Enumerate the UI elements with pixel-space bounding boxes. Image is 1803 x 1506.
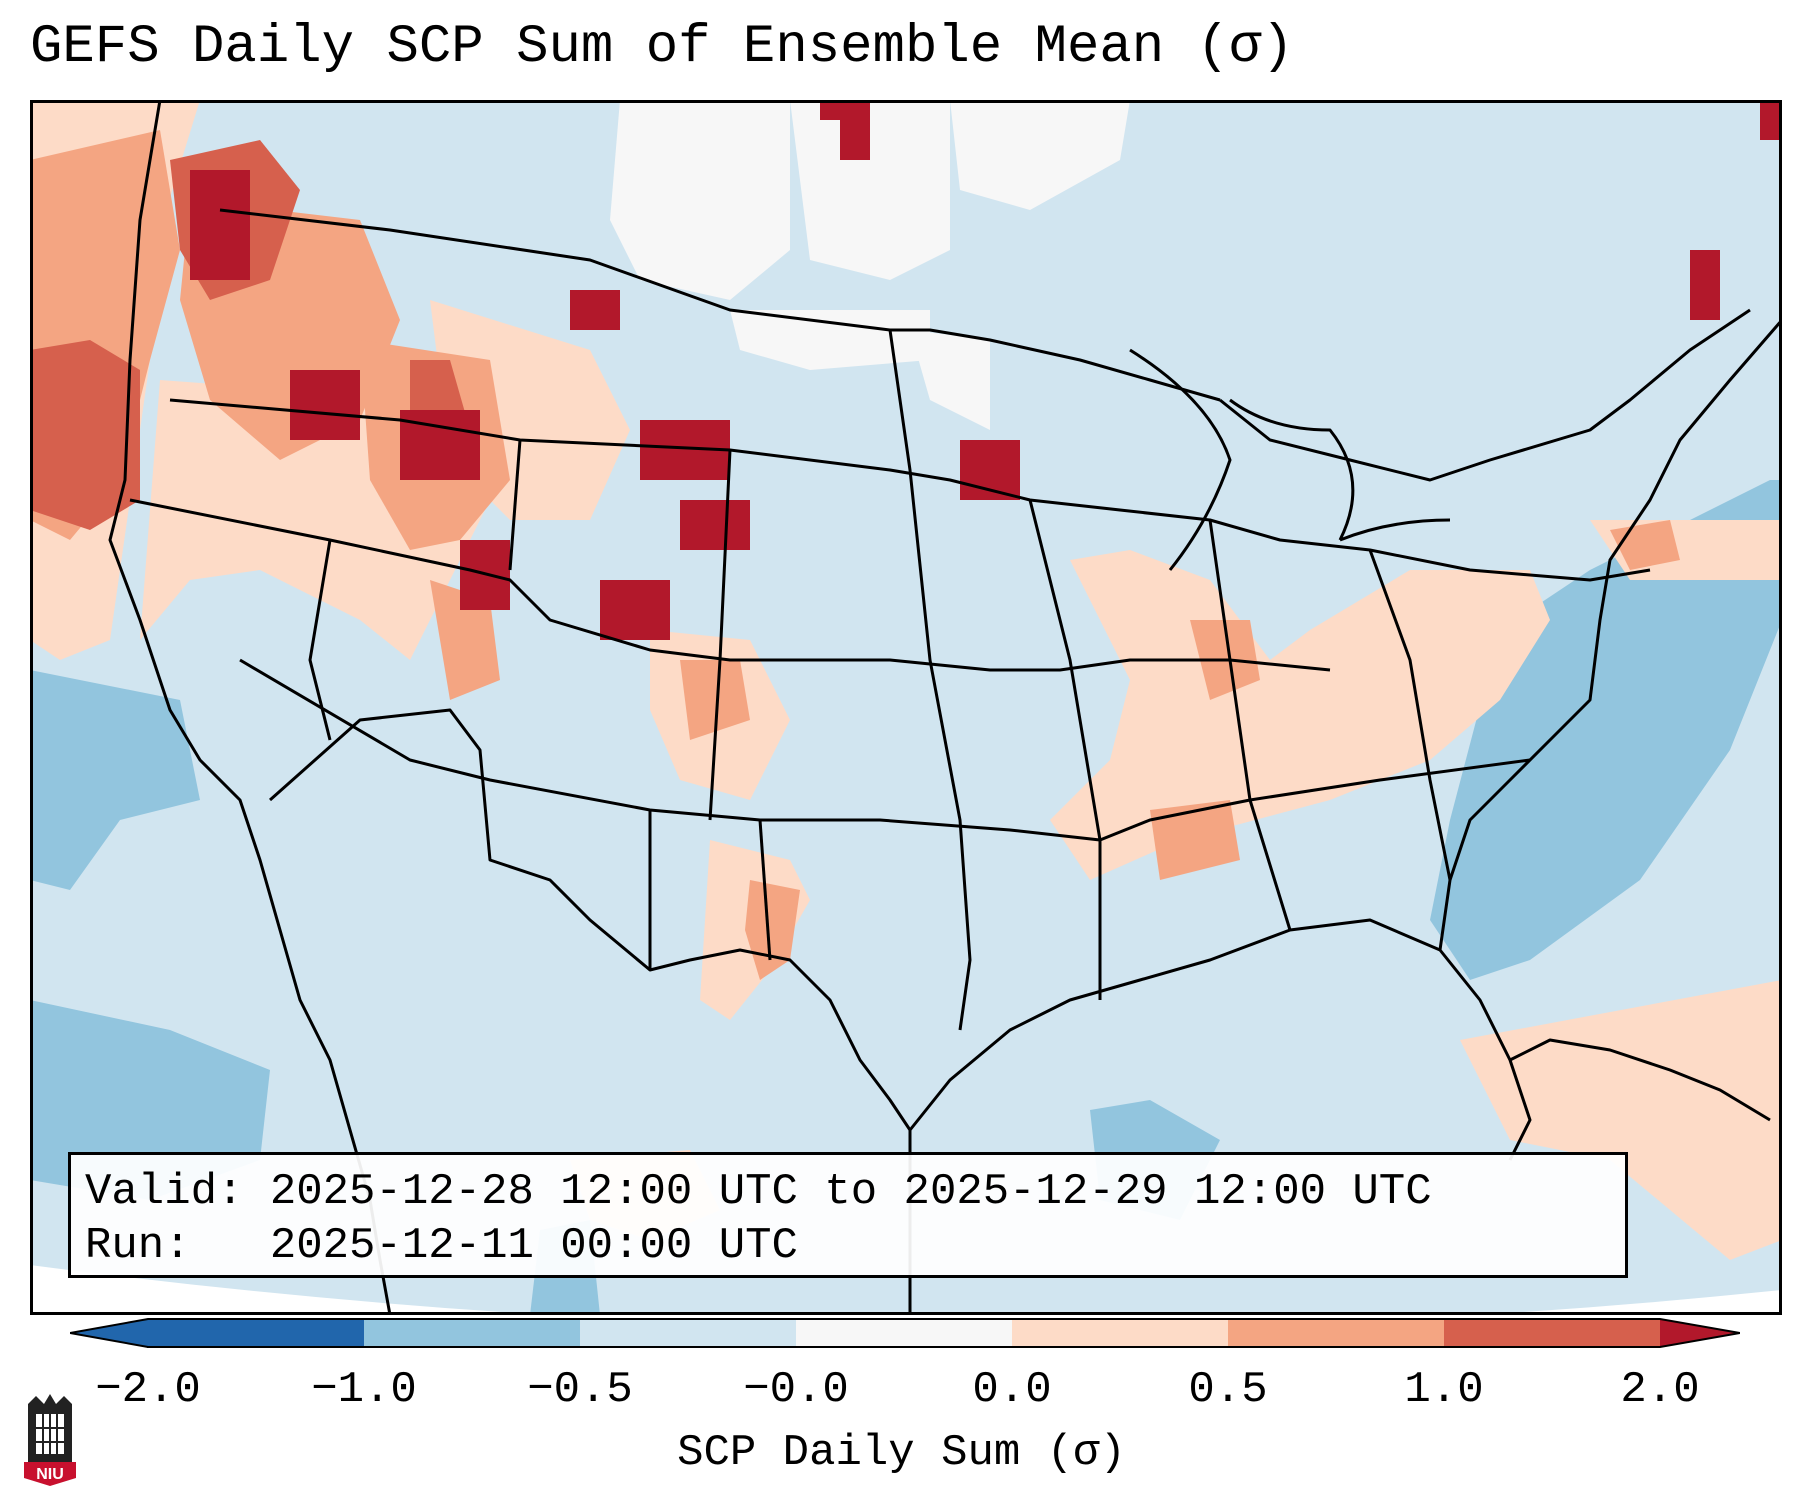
colorbar-tick-label: 1.0: [1404, 1365, 1484, 1415]
nevada-border: [308, 539, 332, 741]
ohio-line: [1208, 519, 1292, 931]
central-state-line: [129, 498, 1331, 672]
canada-border-east: [1219, 308, 1751, 482]
colorbar-tick-label: 0.0: [972, 1365, 1052, 1415]
lake-michigan: [1129, 348, 1232, 571]
dakota-line: [888, 329, 972, 1031]
colorbar-under-arrow: [70, 1319, 148, 1347]
colorbar-over-arrow: [1660, 1319, 1740, 1347]
map-svg: [30, 100, 1782, 1315]
colorbar-label: SCP Daily Sum (σ): [677, 1428, 1126, 1478]
colorbar-tick-label: 2.0: [1620, 1365, 1700, 1415]
mexico-border: [269, 708, 912, 1315]
colorbar-segment-3: [580, 1319, 796, 1347]
run-time-line: Run: 2025-12-11 00:00 UTC: [85, 1221, 798, 1271]
southern-central-line: [239, 658, 1531, 842]
colorbar-svg: [69, 1318, 1741, 1358]
valid-time-line: Valid: 2025-12-28 12:00 UTC to 2025-12-2…: [85, 1167, 1432, 1217]
map-border: [30, 100, 1782, 1315]
colorbar-tick-label: −0.5: [527, 1365, 633, 1415]
validity-info-box: Valid: 2025-12-28 12:00 UTC to 2025-12-2…: [68, 1152, 1628, 1278]
northern-state-line: [169, 398, 1651, 582]
idaho-border: [508, 439, 522, 571]
colorbar: [69, 1318, 1741, 1358]
colorbar-segment-7: [1444, 1319, 1660, 1347]
texas-panhandle: [758, 819, 772, 961]
colorbar-segment-1: [148, 1319, 364, 1347]
lake-huron: [1229, 398, 1355, 541]
cuba-coastline: [1509, 1038, 1771, 1122]
niu-logo: NIU: [22, 1392, 78, 1488]
colorbar-tick-label: 0.5: [1188, 1365, 1268, 1415]
colorbar-segment-6: [1228, 1319, 1444, 1347]
map-panel: [30, 100, 1782, 1315]
lake-erie: [1339, 518, 1451, 542]
neutral-regions: [610, 100, 1130, 430]
colorbar-segment-2: [364, 1319, 580, 1347]
canada-border: [219, 208, 1221, 402]
colorbar-tick-label: −0.0: [743, 1365, 849, 1415]
map-title: GEFS Daily SCP Sum of Ensemble Mean (σ): [30, 17, 1294, 78]
colorbar-segment-5: [1012, 1319, 1228, 1347]
wyoming-colorado-line: [708, 449, 732, 821]
atlantic-coastline: [1438, 319, 1782, 951]
colorbar-tick-label: −1.0: [311, 1365, 417, 1415]
colorbar-segment-4: [796, 1319, 1012, 1347]
appalachian-line: [1368, 549, 1452, 881]
niu-logo-icon: [24, 1394, 76, 1486]
mississippi-line: [1028, 499, 1102, 1000]
colorbar-tick-label: −2.0: [95, 1365, 201, 1415]
logo-text: NIU: [36, 1466, 64, 1483]
